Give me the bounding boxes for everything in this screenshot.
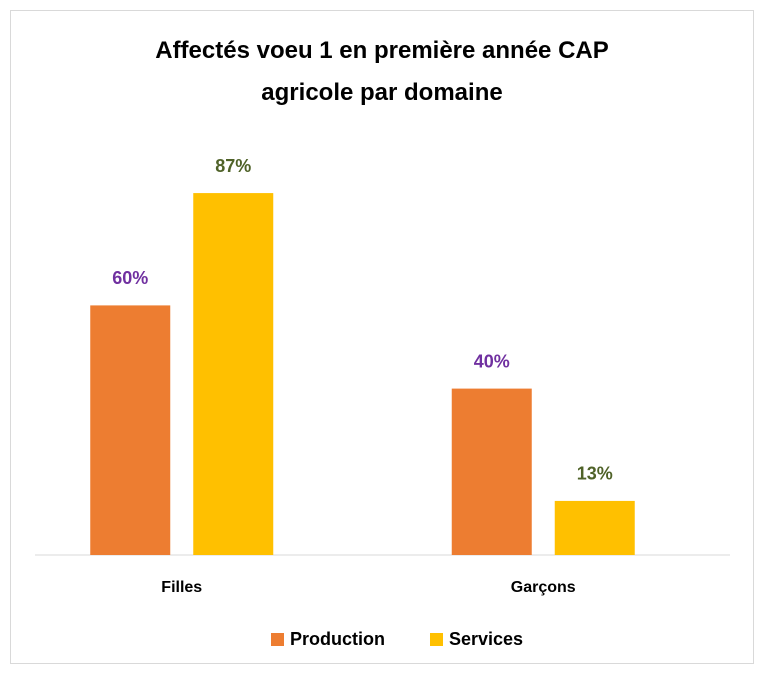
legend-swatch [430, 633, 443, 646]
value-label: 87% [215, 156, 251, 176]
legend-swatch [271, 633, 284, 646]
bar [193, 193, 274, 555]
x-tick-label: Garçons [511, 579, 576, 596]
x-tick-label: Filles [161, 579, 202, 596]
bar [554, 500, 635, 555]
value-label: 60% [112, 268, 148, 288]
value-label: 13% [577, 464, 613, 484]
bar [90, 305, 171, 555]
legend-label: Services [449, 629, 523, 649]
bar [451, 388, 532, 555]
chart-title: Affectés voeu 1 en première année CAP ag… [155, 37, 609, 106]
chart-frame [10, 10, 754, 664]
value-label: 40% [474, 351, 510, 371]
legend-label: Production [290, 629, 385, 649]
